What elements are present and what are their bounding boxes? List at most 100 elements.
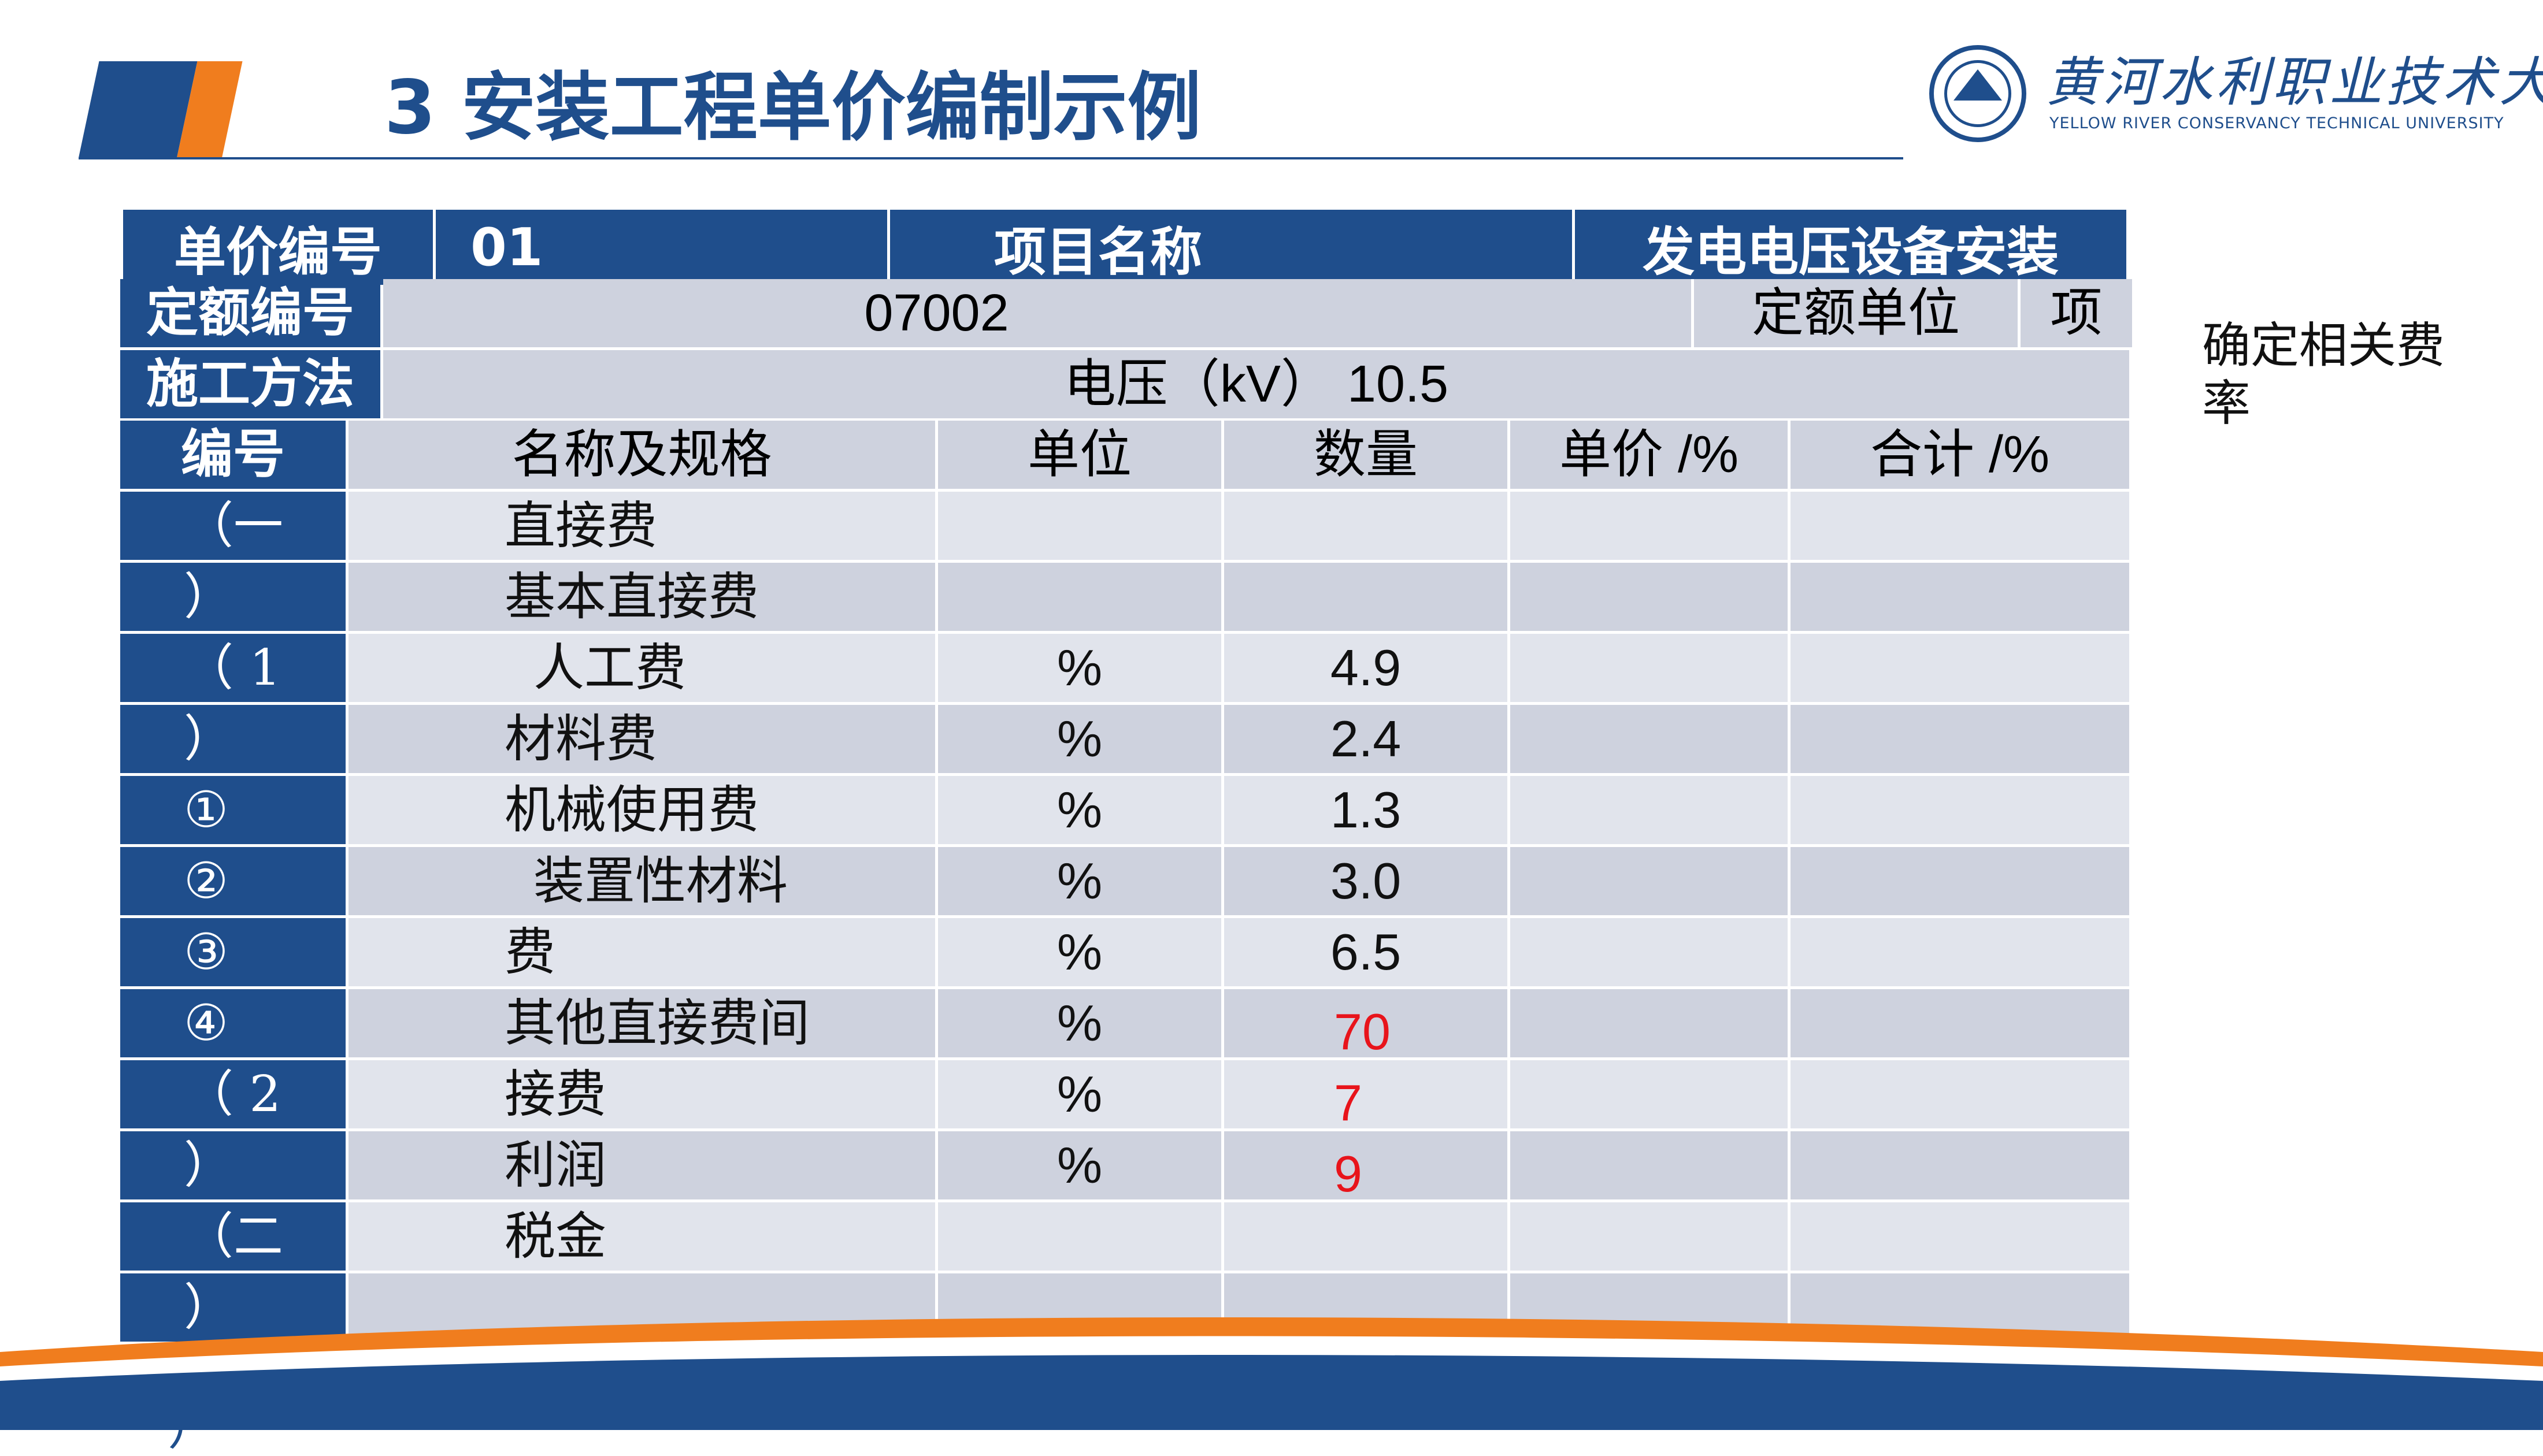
- row-number-cell: ）: [120, 1131, 346, 1199]
- row-qty-cell: [1224, 1202, 1507, 1271]
- row-number-cell: （二: [120, 1202, 346, 1271]
- row-name-cell: 接费: [349, 1060, 935, 1128]
- row-unit-cell: %: [938, 847, 1221, 915]
- table-row: ② 装置性材料% 3.0: [120, 847, 2129, 915]
- row-qty-cell: 70: [1224, 989, 1507, 1060]
- col-header-total: 合计 /%: [1791, 421, 2129, 489]
- row-price-cell: [1510, 989, 1788, 1057]
- column-header-row: 编号 名称及规格 单位 数量 单价 /% 合计 /%: [120, 421, 2129, 489]
- quota-unit-value: 项: [2018, 279, 2132, 347]
- row-name-cell: 税金: [349, 1202, 935, 1271]
- row-number-cell: ）: [120, 1273, 346, 1342]
- method-label: 施工方法: [120, 350, 380, 418]
- row-unit-cell: %: [938, 989, 1221, 1057]
- row-total-cell: [1791, 563, 2129, 631]
- col-header-name: 名称及规格: [349, 421, 935, 489]
- row-qty-cell: 7: [1224, 1060, 1507, 1131]
- table-row: （二 税金: [120, 1202, 2129, 1271]
- footer-wave: [0, 1317, 2543, 1430]
- table-row-header-1: 单价编号 01 项目名称 发电电压设备安装: [120, 207, 2129, 288]
- row-qty-cell: 3.0: [1224, 847, 1507, 915]
- table-row: ③ 费% 6.5: [120, 918, 2129, 986]
- row-total-cell: [1791, 492, 2129, 560]
- project-name-label: 项目名称: [887, 207, 1576, 288]
- quota-no-label: 定额编号: [120, 279, 380, 347]
- row-qty-cell: 1.3: [1224, 776, 1507, 844]
- unit-price-no-label: 单价编号: [120, 207, 436, 288]
- row-unit-cell: %: [938, 918, 1221, 986]
- row-number-cell: ）: [120, 563, 346, 631]
- row-number-cell: ②: [120, 847, 346, 915]
- row-total-cell: [1791, 989, 2129, 1057]
- table-row: ）材料费% 2.4: [120, 705, 2129, 773]
- row-total-cell: [1791, 1060, 2129, 1128]
- side-note: 确定相关费率: [2202, 317, 2445, 432]
- row-qty-cell: 2.4: [1224, 705, 1507, 773]
- row-price-cell: [1510, 918, 1788, 986]
- unit-price-table: 单价编号 01 项目名称 发电电压设备安装: [120, 207, 2129, 288]
- row-price-cell: [1510, 847, 1788, 915]
- row-name-cell: 基本直接费: [349, 563, 935, 631]
- row-total-cell: [1791, 1202, 2129, 1271]
- row-name-cell: 机械使用费: [349, 776, 935, 844]
- row-name-cell: 装置性材料: [349, 847, 935, 915]
- table-row: （ 1 人工费% 4.9: [120, 634, 2129, 702]
- table-row: （ 2 接费% 7: [120, 1060, 2129, 1131]
- table-row-method: 施工方法 电压（kV） 10.5: [120, 350, 2129, 418]
- row-total-cell: [1791, 776, 2129, 844]
- row-unit-cell: %: [938, 1131, 1221, 1199]
- university-seal-icon: [1929, 45, 2026, 142]
- row-price-cell: [1510, 563, 1788, 631]
- title-underline: [79, 157, 1903, 159]
- row-total-cell: [1791, 634, 2129, 702]
- col-header-no: 编号: [120, 421, 346, 489]
- row-unit-cell: %: [938, 776, 1221, 844]
- row-unit-cell: %: [938, 705, 1221, 773]
- table-row: ）基本直接费: [120, 563, 2129, 631]
- row-price-cell: [1510, 705, 1788, 773]
- row-number-cell: ④: [120, 989, 346, 1057]
- row-total-cell: [1791, 847, 2129, 915]
- row-price-cell: [1510, 1060, 1788, 1128]
- row-price-cell: [1510, 1131, 1788, 1199]
- row-name-cell: 利润: [349, 1131, 935, 1199]
- col-header-qty: 数量: [1224, 421, 1507, 489]
- row-name-cell: 材料费: [349, 705, 935, 773]
- method-value: 电压（kV） 10.5: [383, 350, 2129, 418]
- table-row-quota: 定额编号 07002 定额单位 项: [120, 279, 2132, 347]
- table-row: （一 直接费: [120, 492, 2129, 560]
- row-unit-cell: %: [938, 1060, 1221, 1128]
- row-number-cell: （ 2: [120, 1060, 346, 1128]
- row-qty-cell: [1224, 492, 1507, 560]
- row-number-cell: （一: [120, 492, 346, 560]
- table-row: ④ 其他直接费间% 70: [120, 989, 2129, 1060]
- quota-unit-label: 定额单位: [1691, 279, 2018, 347]
- university-name-cn: 黄河水利职业技术大学: [2046, 51, 2543, 113]
- row-total-cell: [1791, 1131, 2129, 1199]
- row-unit-cell: [938, 563, 1221, 631]
- row-qty-cell: 9: [1224, 1131, 1507, 1202]
- table-row: ）利润% 9: [120, 1131, 2129, 1202]
- row-number-cell: ③: [120, 918, 346, 986]
- row-qty-cell: 4.9: [1224, 634, 1507, 702]
- col-header-unit: 单位: [938, 421, 1221, 489]
- row-name-cell: 人工费: [349, 634, 935, 702]
- col-header-unit-price: 单价 /%: [1510, 421, 1788, 489]
- slide-title: 3 安装工程单价编制示例: [384, 65, 1202, 151]
- row-unit-cell: [938, 1202, 1221, 1271]
- row-name-cell: 直接费: [349, 492, 935, 560]
- quota-no-value: 07002: [383, 279, 1808, 347]
- row-number-cell: ①: [120, 776, 346, 844]
- row-number-cell: ）: [120, 705, 346, 773]
- row-qty-cell: [1224, 563, 1507, 631]
- row-name-cell: 费: [349, 918, 935, 986]
- row-total-cell: [1791, 918, 2129, 986]
- university-name-en: YELLOW RIVER CONSERVANCY TECHNICAL UNIVE…: [2049, 114, 2504, 132]
- project-name-value: 发电电压设备安装: [1572, 207, 2129, 288]
- row-price-cell: [1510, 1202, 1788, 1271]
- row-price-cell: [1510, 492, 1788, 560]
- unit-price-no-value: 01: [433, 207, 891, 288]
- row-total-cell: [1791, 705, 2129, 773]
- row-name-cell: 其他直接费间: [349, 989, 935, 1057]
- row-number-cell: （ 1: [120, 634, 346, 702]
